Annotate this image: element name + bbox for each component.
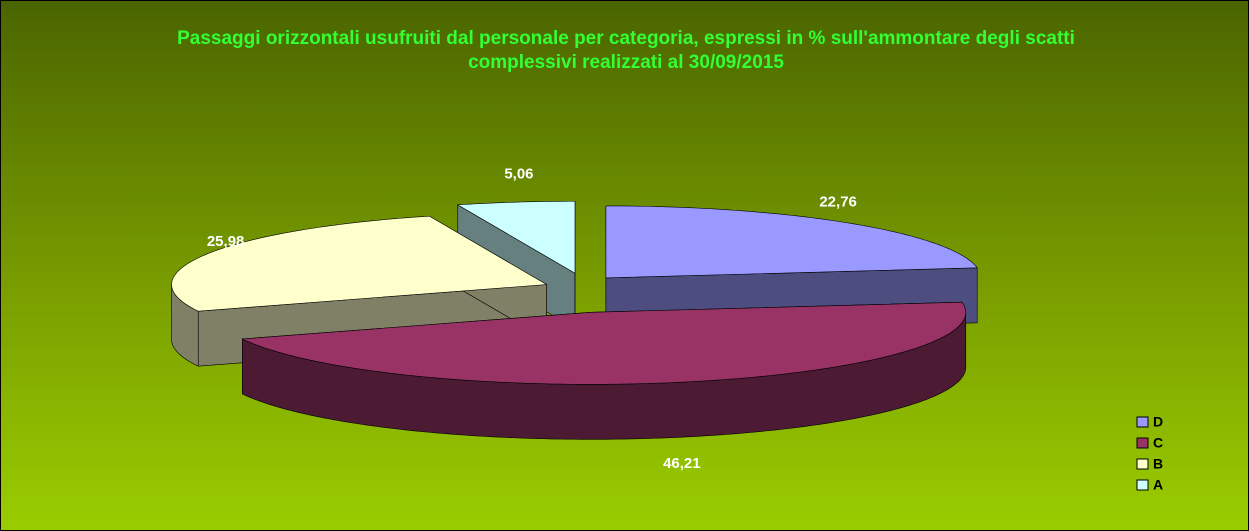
legend-swatch — [1136, 458, 1149, 470]
legend-swatch — [1136, 416, 1149, 428]
data-label: 25,98 — [207, 233, 245, 250]
legend-label: B — [1153, 456, 1163, 472]
data-label: 22,76 — [819, 193, 857, 210]
chart-title: Passaggi orizzontali usufruiti dal perso… — [177, 28, 1075, 73]
slice — [456, 200, 576, 274]
slice — [605, 205, 978, 279]
legend-label: D — [1153, 414, 1163, 430]
legend-swatch — [1136, 479, 1149, 491]
legend-label: C — [1153, 435, 1163, 451]
legend-label: A — [1153, 477, 1163, 493]
data-label: 5,06 — [504, 165, 533, 182]
legend-swatch — [1136, 437, 1149, 449]
slice — [241, 301, 967, 385]
slice — [171, 215, 548, 312]
data-label: 46,21 — [663, 455, 701, 472]
